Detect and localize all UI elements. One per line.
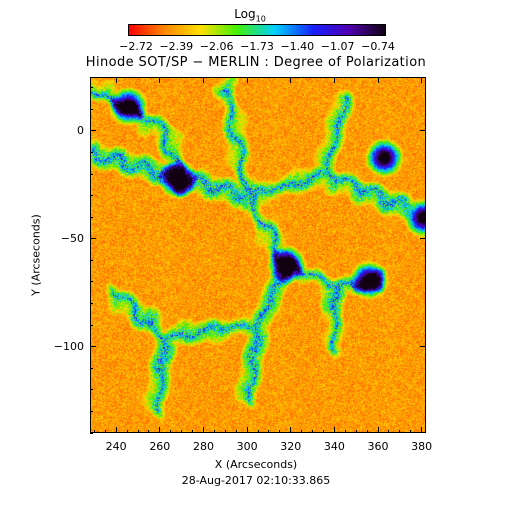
x-minor-tick — [312, 430, 314, 433]
x-tick-label: 380 — [411, 440, 433, 453]
y-tick-label: 0 — [77, 123, 84, 137]
x-tick-mark-top — [377, 77, 379, 83]
y-axis-label: Y (Arcseconds) — [29, 214, 43, 296]
x-tick-mark — [333, 427, 335, 433]
x-minor-tick — [279, 430, 281, 433]
y-minor-tick — [90, 195, 93, 197]
y-tick-mark-right — [420, 130, 426, 132]
y-minor-tick — [90, 152, 93, 153]
x-tick-mark — [421, 427, 423, 433]
polarization-map — [90, 77, 426, 433]
x-minor-tick — [126, 430, 128, 433]
x-tick-mark-top — [202, 77, 204, 83]
x-minor-tick — [399, 430, 401, 433]
x-minor-tick — [104, 430, 106, 433]
colorbar-tick-label: −1.73 — [240, 40, 274, 53]
y-tick-mark — [90, 346, 96, 348]
x-tick-label: 240 — [105, 440, 127, 453]
x-minor-tick — [301, 430, 303, 433]
x-tick-mark-top — [421, 77, 423, 83]
colorbar — [128, 24, 386, 36]
x-tick-label: 260 — [149, 440, 171, 453]
x-minor-tick — [213, 430, 215, 433]
y-minor-tick — [90, 108, 93, 110]
x-minor-tick — [170, 430, 172, 433]
x-minor-tick — [268, 430, 270, 433]
x-minor-tick — [137, 430, 139, 433]
colorbar-tick-label: −1.40 — [280, 40, 315, 53]
colorbar-title-main: Log — [234, 7, 256, 21]
colorbar-tick-labels: −2.72 −2.39 −2.06 −1.73 −1.40 −1.07 −0.74 — [119, 40, 395, 54]
y-minor-tick — [90, 281, 93, 283]
y-minor-tick — [90, 87, 93, 89]
x-tick-label: 300 — [236, 440, 258, 453]
x-tick-mark — [377, 427, 379, 433]
y-minor-tick — [90, 410, 93, 412]
y-tick-mark-right — [420, 238, 426, 240]
x-tick-mark — [159, 427, 161, 433]
x-tick-mark — [290, 427, 292, 433]
x-tick-mark-top — [333, 77, 335, 83]
colorbar-title-sub: 10 — [255, 14, 266, 24]
x-tick-label: 360 — [367, 440, 389, 453]
x-minor-tick — [388, 430, 390, 433]
x-minor-tick — [148, 430, 150, 433]
x-axis-label: X (Arcseconds) — [214, 458, 298, 471]
y-minor-tick — [90, 367, 93, 369]
x-minor-tick — [192, 430, 194, 433]
x-tick-label: 280 — [192, 440, 214, 453]
x-tick-label: 340 — [323, 440, 345, 453]
y-minor-tick — [90, 432, 93, 434]
x-minor-tick — [93, 430, 95, 433]
x-tick-mark-top — [246, 77, 248, 83]
x-minor-tick — [366, 430, 368, 433]
x-minor-tick — [235, 430, 237, 433]
x-minor-tick — [181, 430, 183, 433]
colorbar-tick-label: −2.06 — [199, 40, 234, 53]
y-tick-label: −50 — [60, 231, 84, 245]
y-minor-tick — [90, 259, 93, 261]
x-tick-mark — [115, 427, 117, 433]
x-minor-tick — [410, 430, 412, 433]
x-tick-mark-top — [115, 77, 117, 83]
y-minor-tick — [90, 303, 93, 305]
y-minor-tick — [90, 389, 93, 391]
colorbar-title: Log10 — [190, 7, 310, 26]
colorbar-tick-label: −2.39 — [159, 40, 194, 53]
x-minor-tick — [224, 430, 226, 433]
y-minor-tick — [90, 173, 93, 175]
y-minor-tick — [90, 324, 93, 326]
x-tick-mark-top — [159, 77, 161, 83]
x-tick-mark — [202, 427, 204, 433]
map-title: Hinode SOT/SP − MERLIN : Degree of Polar… — [85, 55, 427, 70]
observation-timestamp: 28-Aug-2017 02:10:33.865 — [181, 474, 331, 487]
y-tick-mark — [90, 238, 96, 240]
x-minor-tick — [322, 430, 324, 433]
y-tick-mark — [90, 130, 96, 132]
x-minor-tick — [344, 430, 346, 433]
y-minor-tick — [90, 216, 93, 218]
x-tick-mark — [246, 427, 248, 433]
x-tick-label: 320 — [280, 440, 302, 453]
polarization-map-image — [91, 78, 425, 432]
colorbar-tick-label: −1.07 — [320, 40, 355, 53]
x-minor-tick — [355, 430, 357, 433]
y-tick-label: −100 — [53, 339, 84, 353]
colorbar-tick-label: −0.74 — [361, 40, 395, 53]
y-tick-mark-right — [420, 346, 426, 348]
colorbar-tick-label: −2.72 — [119, 40, 153, 53]
x-tick-mark-top — [290, 77, 292, 83]
x-minor-tick — [257, 430, 259, 433]
